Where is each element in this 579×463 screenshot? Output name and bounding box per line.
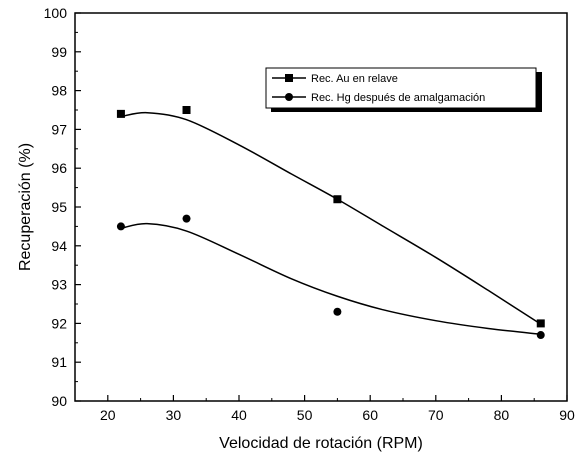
y-tick-label: 100 xyxy=(44,5,68,21)
x-tick-label: 80 xyxy=(494,407,510,423)
y-tick-label: 99 xyxy=(51,44,67,60)
fit-curves xyxy=(120,111,542,336)
legend-entry-hg: Rec. Hg después de amalgamación xyxy=(272,92,485,104)
data-point-circle xyxy=(116,222,125,231)
fit-curve-series-0 xyxy=(120,111,542,325)
legend-marker-circle xyxy=(285,93,293,101)
y-tick-label: 92 xyxy=(51,315,67,331)
tick-group: 90 91 92 93 94 95 96 97 98 99 100 20 30 40 50 60 70 80 90 xyxy=(44,5,575,423)
legend-label-au: Rec. Au en relave xyxy=(311,73,398,85)
fit-curve-series-1 xyxy=(120,222,541,336)
legend-label-hg: Rec. Hg después de amalgamación xyxy=(311,92,485,104)
data-points xyxy=(116,106,545,340)
y-tick-label: 94 xyxy=(51,238,67,254)
data-point-square xyxy=(333,195,342,204)
data-point-circle xyxy=(333,307,342,316)
data-point-square xyxy=(182,106,191,114)
y-tick-label: 90 xyxy=(51,393,67,409)
x-tick-label: 30 xyxy=(166,407,182,423)
y-axis-title: Recuperación (%) xyxy=(17,143,34,271)
y-tick-label: 97 xyxy=(51,121,67,137)
data-point-square xyxy=(116,109,125,118)
y-tick-label: 95 xyxy=(51,199,67,215)
x-tick-label: 40 xyxy=(231,407,247,423)
legend-marker-square xyxy=(285,74,293,82)
data-point-circle xyxy=(536,331,545,340)
y-tick-label: 98 xyxy=(51,83,67,99)
y-tick-label: 96 xyxy=(51,160,67,176)
legend: Rec. Au en relave Rec. Hg después de ama… xyxy=(265,67,542,112)
x-tick-label: 20 xyxy=(100,407,116,423)
x-tick-label: 60 xyxy=(362,407,378,423)
legend-box xyxy=(265,67,537,109)
legend-entry-au: Rec. Au en relave xyxy=(272,73,398,85)
data-point-square xyxy=(536,319,545,328)
x-tick-label: 70 xyxy=(428,407,444,423)
x-tick-label: 90 xyxy=(559,407,575,423)
x-axis-title: Velocidad de rotación (RPM) xyxy=(219,435,423,452)
y-tick-label: 91 xyxy=(51,354,67,370)
y-tick-label: 93 xyxy=(51,277,67,293)
x-tick-label: 50 xyxy=(297,407,313,423)
data-point-circle xyxy=(182,214,191,223)
